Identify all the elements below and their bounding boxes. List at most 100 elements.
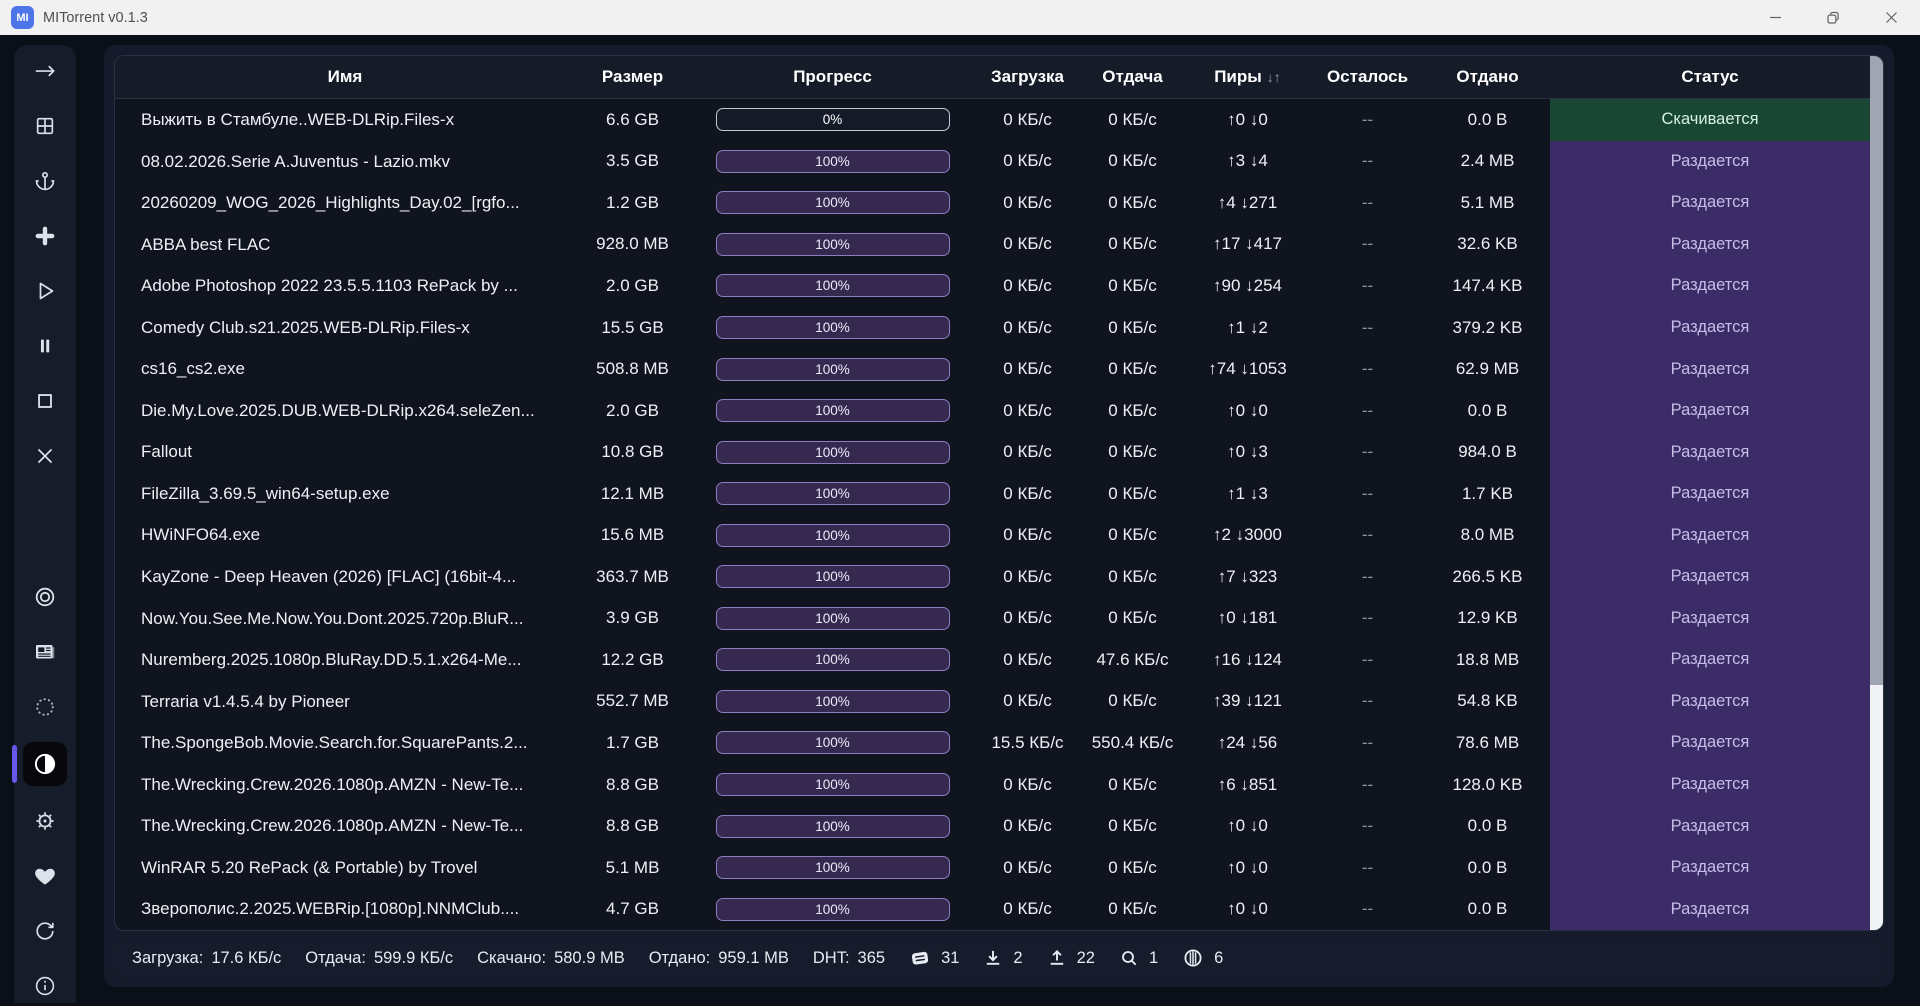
torrent-peers: ↑1 ↓3	[1185, 473, 1310, 515]
torrent-row[interactable]: Adobe Photoshop 2022 23.5.5.1103 RePack …	[115, 265, 1870, 307]
torrent-row[interactable]: The.SpongeBob.Movie.Search.for.SquarePan…	[115, 722, 1870, 764]
torrent-down-speed: 0 КБ/с	[975, 556, 1080, 598]
torrent-row[interactable]: The.Wrecking.Crew.2026.1080p.AMZN - New-…	[115, 805, 1870, 847]
torrent-uploaded: 32.6 KB	[1425, 224, 1550, 266]
column-header-8[interactable]: Статус	[1550, 67, 1870, 87]
torrent-row[interactable]: WinRAR 5.20 RePack (& Portable) by Trove…	[115, 847, 1870, 889]
torrent-down-speed: 0 КБ/с	[975, 888, 1080, 930]
sidebar-item-tracker[interactable]	[25, 577, 65, 617]
scrollbar-thumb[interactable]	[1870, 685, 1883, 930]
column-header-7[interactable]: Отдано	[1425, 67, 1550, 87]
sidebar-item-pause[interactable]	[25, 326, 65, 366]
sidebar-item-refresh[interactable]	[25, 911, 65, 951]
sidebar-item-loading[interactable]	[25, 687, 65, 727]
status-badge: Раздается	[1550, 182, 1870, 224]
sidebar-item-about[interactable]	[25, 966, 65, 1006]
torrent-row[interactable]: The.Wrecking.Crew.2026.1080p.AMZN - New-…	[115, 764, 1870, 806]
column-header-5[interactable]: Пиры↓↑	[1185, 67, 1310, 87]
sidebar-item-start[interactable]	[25, 271, 65, 311]
sidebar-item-favorites[interactable]	[25, 856, 65, 896]
torrent-progress: 100%	[690, 473, 975, 515]
torrent-eta: --	[1310, 598, 1425, 640]
sidebar-item-magnet[interactable]	[25, 161, 65, 201]
torrent-name: ABBA best FLAC	[115, 224, 575, 266]
torrent-up-speed: 0 КБ/с	[1080, 224, 1185, 266]
status-badge: Раздается	[1550, 141, 1870, 183]
sidebar-item-settings[interactable]	[25, 801, 65, 841]
torrent-eta: --	[1310, 639, 1425, 681]
torrent-down-speed: 0 КБ/с	[975, 473, 1080, 515]
info-icon	[33, 974, 57, 998]
torrent-name: Terraria v1.4.5.4 by Pioneer	[115, 681, 575, 723]
torrent-up-speed: 0 КБ/с	[1080, 141, 1185, 183]
torrent-row[interactable]: KayZone - Deep Heaven (2026) [FLAC] (16b…	[115, 556, 1870, 598]
torrent-uploaded: 18.8 MB	[1425, 639, 1550, 681]
torrent-row[interactable]: Зверополис.2.2025.WEBRip.[1080p].NNMClub…	[115, 888, 1870, 930]
minimize-button[interactable]	[1746, 0, 1804, 35]
status-badge: Раздается	[1550, 722, 1870, 764]
status-badge: Раздается	[1550, 473, 1870, 515]
status-badge: Раздается	[1550, 265, 1870, 307]
torrent-peers: ↑0 ↓0	[1185, 888, 1310, 930]
sidebar-item-news[interactable]	[25, 632, 65, 672]
sidebar-item-remove[interactable]	[25, 436, 65, 476]
gear-icon	[33, 809, 57, 833]
torrent-name: FileZilla_3.69.5_win64-setup.exe	[115, 473, 575, 515]
torrent-uploaded: 147.4 KB	[1425, 265, 1550, 307]
torrent-row[interactable]: Nuremberg.2025.1080p.BluRay.DD.5.1.x264-…	[115, 639, 1870, 681]
status-badge: Раздается	[1550, 224, 1870, 266]
torrent-size: 2.0 GB	[575, 390, 690, 432]
torrent-progress: 100%	[690, 265, 975, 307]
close-button[interactable]	[1862, 0, 1920, 35]
column-header-1[interactable]: Размер	[575, 67, 690, 87]
progress-bar: 100%	[716, 441, 950, 464]
torrent-uploaded: 379.2 KB	[1425, 307, 1550, 349]
sidebar-item-add-torrent[interactable]	[25, 216, 65, 256]
column-header-3[interactable]: Загрузка	[975, 67, 1080, 87]
torrent-uploaded: 62.9 MB	[1425, 348, 1550, 390]
column-header-0[interactable]: Имя	[115, 67, 575, 87]
column-header-2[interactable]: Прогресс	[690, 67, 975, 87]
column-header-6[interactable]: Осталось	[1310, 67, 1425, 87]
torrent-peers: ↑4 ↓271	[1185, 182, 1310, 224]
torrent-down-speed: 0 КБ/с	[975, 598, 1080, 640]
scrollbar[interactable]	[1870, 56, 1883, 930]
target-icon	[33, 585, 57, 609]
torrent-uploaded: 5.1 MB	[1425, 182, 1550, 224]
torrent-row[interactable]: 20260209_WOG_2026_Highlights_Day.02_[rgf…	[115, 182, 1870, 224]
status-badge: Раздается	[1550, 639, 1870, 681]
sidebar-item-expand[interactable]	[25, 51, 65, 91]
torrent-eta: --	[1310, 307, 1425, 349]
torrent-uploaded: 1.7 KB	[1425, 473, 1550, 515]
sidebar-item-stop[interactable]	[25, 381, 65, 421]
sidebar-item-dashboard[interactable]	[25, 106, 65, 146]
arrow-right-icon	[32, 58, 58, 84]
torrent-row[interactable]: Die.My.Love.2025.DUB.WEB-DLRip.x264.sele…	[115, 390, 1870, 432]
torrent-uploaded: 984.0 B	[1425, 431, 1550, 473]
torrent-down-speed: 0 КБ/с	[975, 141, 1080, 183]
torrent-name: Die.My.Love.2025.DUB.WEB-DLRip.x264.sele…	[115, 390, 575, 432]
torrent-up-speed: 0 КБ/с	[1080, 681, 1185, 723]
torrent-peers: ↑2 ↓3000	[1185, 514, 1310, 556]
column-header-4[interactable]: Отдача	[1080, 67, 1185, 87]
torrent-name: WinRAR 5.20 RePack (& Portable) by Trove…	[115, 847, 575, 889]
restore-button[interactable]	[1804, 0, 1862, 35]
plus-icon	[33, 224, 57, 248]
sidebar-item-theme[interactable]	[23, 742, 67, 786]
torrent-row[interactable]: Now.You.See.Me.Now.You.Dont.2025.720p.Bl…	[115, 598, 1870, 640]
torrent-up-speed: 0 КБ/с	[1080, 390, 1185, 432]
torrent-up-speed: 47.6 КБ/с	[1080, 639, 1185, 681]
torrent-eta: --	[1310, 681, 1425, 723]
torrent-progress: 100%	[690, 514, 975, 556]
x-icon	[33, 444, 57, 468]
